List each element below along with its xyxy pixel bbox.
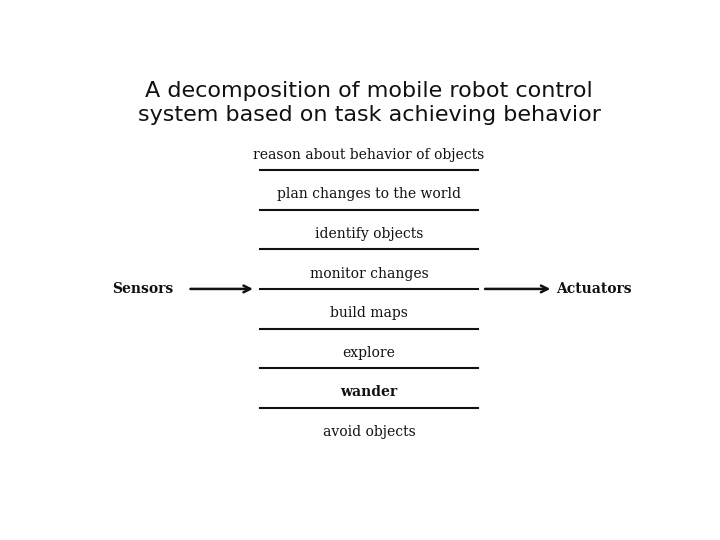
Text: identify objects: identify objects: [315, 227, 423, 241]
Text: explore: explore: [343, 346, 395, 360]
Text: reason about behavior of objects: reason about behavior of objects: [253, 148, 485, 162]
Text: wander: wander: [341, 386, 397, 400]
Text: plan changes to the world: plan changes to the world: [277, 187, 461, 201]
Text: monitor changes: monitor changes: [310, 267, 428, 281]
Text: avoid objects: avoid objects: [323, 425, 415, 439]
Text: A decomposition of mobile robot control
system based on task achieving behavior: A decomposition of mobile robot control …: [138, 82, 600, 125]
Text: build maps: build maps: [330, 306, 408, 320]
Text: Sensors: Sensors: [112, 282, 174, 296]
Text: Actuators: Actuators: [556, 282, 631, 296]
